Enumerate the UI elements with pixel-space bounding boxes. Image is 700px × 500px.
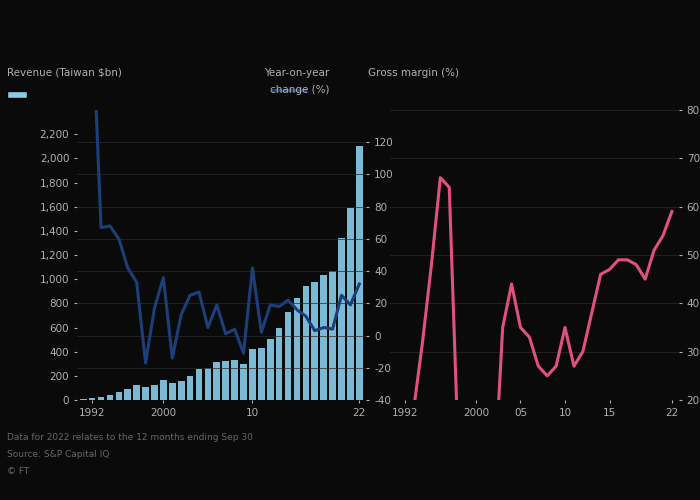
Bar	[196, 369, 202, 400]
Bar	[347, 208, 354, 400]
Bar	[276, 328, 283, 400]
Bar	[258, 348, 265, 400]
Bar	[214, 362, 220, 400]
Bar	[302, 286, 309, 400]
Bar	[312, 282, 318, 400]
Bar	[240, 364, 247, 400]
Bar	[89, 398, 95, 400]
Bar	[285, 312, 291, 400]
Text: Source: S&P Capital IQ: Source: S&P Capital IQ	[7, 450, 109, 459]
Bar	[329, 271, 336, 400]
Bar	[151, 386, 158, 400]
Text: change (%): change (%)	[270, 85, 329, 95]
Text: © FT: © FT	[7, 468, 29, 476]
Text: Data for 2022 relates to the 12 months ending Sep 30: Data for 2022 relates to the 12 months e…	[7, 432, 253, 442]
Bar	[169, 383, 176, 400]
Bar	[321, 276, 327, 400]
Bar	[125, 388, 131, 400]
Bar	[267, 338, 274, 400]
Bar	[116, 392, 122, 400]
Bar	[204, 368, 211, 400]
Bar	[249, 350, 256, 400]
Bar	[187, 376, 193, 400]
Bar	[338, 238, 345, 400]
Bar	[293, 298, 300, 400]
Bar	[178, 380, 185, 400]
Text: Year-on-year: Year-on-year	[264, 68, 329, 78]
Bar	[160, 380, 167, 400]
Text: Gross margin (%): Gross margin (%)	[368, 68, 458, 78]
Bar	[142, 388, 149, 400]
Bar	[106, 395, 113, 400]
Text: Revenue (Taiwan $bn): Revenue (Taiwan $bn)	[7, 68, 122, 78]
Bar	[98, 397, 104, 400]
Bar	[231, 360, 238, 400]
Bar	[223, 361, 229, 400]
Bar	[133, 385, 140, 400]
Bar	[356, 146, 363, 400]
